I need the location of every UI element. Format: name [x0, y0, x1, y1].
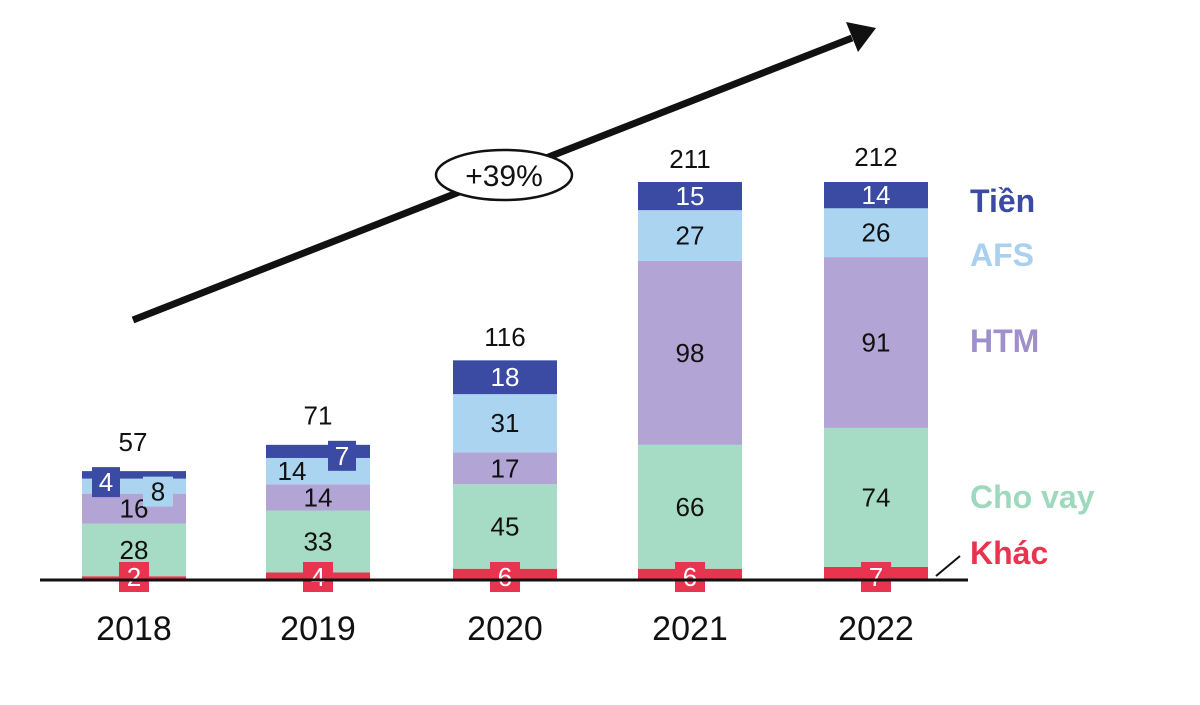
value-label-afs-2021: 27	[676, 221, 705, 251]
value-label-tien-2020: 18	[491, 362, 520, 392]
value-label-afs-2020: 31	[491, 408, 520, 438]
badge-afs-2018	[143, 476, 173, 507]
value-label-tien-2018: 4	[99, 467, 113, 497]
bar-segment-tien-2022	[824, 182, 928, 209]
badge-khac-2019	[303, 562, 333, 592]
bar-segment-afs-2020	[453, 394, 557, 453]
badge-khac-2021	[675, 562, 705, 592]
x-axis-tick-labels: 2018 2019 2020 2021 2022	[96, 610, 914, 648]
x-tick-label-2018: 2018	[96, 610, 172, 648]
badge-khac-2020	[490, 562, 520, 592]
bar-segment-htm-2020	[453, 452, 557, 485]
value-label-tien-2022: 14	[862, 180, 891, 210]
value-label-khac-2022: 7	[869, 562, 883, 592]
bar-segment-tien-2020	[453, 360, 557, 395]
bar-segment-afs-2022	[824, 208, 928, 258]
total-label-2020: 116	[484, 322, 525, 352]
total-label-2021: 211	[669, 144, 710, 174]
bar-segment-tien-2021	[638, 182, 742, 211]
legend-item-afs: AFS	[970, 237, 1034, 273]
value-label-htm-2021: 98	[676, 338, 705, 368]
badge-khac-2018	[119, 562, 149, 592]
legend-leader-line	[935, 555, 961, 577]
bar-segment-htm-2022	[824, 257, 928, 428]
bar-segment-htm-2021	[638, 260, 742, 445]
cagr-label: +39%	[465, 160, 543, 193]
growth-trend: +39%	[131, 22, 876, 324]
bar-segment-afs-2021	[638, 210, 742, 261]
bar-segment-cho-vay-2021	[638, 444, 742, 569]
value-label-afs-2018: 8	[151, 477, 165, 507]
bar-segment-htm-2019	[266, 484, 370, 511]
value-label-afs-2019: 14	[278, 456, 307, 486]
value-label-afs-2022: 26	[862, 218, 891, 248]
legend-item-cho-vay: Cho vay	[970, 479, 1095, 515]
total-label-2022: 212	[854, 142, 897, 172]
total-label-2019: 71	[304, 401, 333, 431]
labels-layer: 2281684574331414771645173118116666982715…	[92, 142, 898, 592]
legend-item-khac: Khác	[970, 535, 1048, 571]
legend-item-tien: Tiền	[970, 183, 1035, 219]
bar-segment-cho-vay-2020	[453, 484, 557, 569]
value-label-tien-2021: 15	[676, 181, 705, 211]
value-label-khac-2020: 6	[498, 562, 512, 592]
bar-segment-cho-vay-2022	[824, 427, 928, 567]
cagr-ellipse	[434, 148, 574, 202]
value-label-cho-vay-2022: 74	[862, 482, 891, 512]
badge-tien-2019	[328, 440, 356, 471]
total-label-2018: 57	[119, 427, 148, 457]
value-label-htm-2022: 91	[862, 328, 891, 358]
legend: Tiền AFS HTM Cho vay Khác	[935, 183, 1095, 577]
trend-arrow-head	[846, 22, 876, 52]
value-label-cho-vay-2019: 33	[304, 527, 333, 557]
value-label-cho-vay-2020: 45	[491, 511, 520, 541]
value-label-khac-2018: 2	[127, 562, 141, 592]
bars-layer	[82, 182, 928, 580]
value-label-htm-2020: 17	[491, 453, 520, 483]
x-tick-label-2020: 2020	[467, 610, 543, 648]
value-label-khac-2021: 6	[683, 562, 697, 592]
x-tick-label-2019: 2019	[280, 610, 356, 648]
value-label-cho-vay-2021: 66	[676, 492, 705, 522]
value-label-khac-2019: 4	[311, 562, 325, 592]
x-tick-label-2021: 2021	[652, 610, 728, 648]
x-tick-label-2022: 2022	[838, 610, 914, 648]
value-label-tien-2019: 7	[335, 441, 349, 471]
badge-khac-2022	[861, 562, 891, 592]
legend-item-htm: HTM	[970, 323, 1039, 359]
value-label-cho-vay-2018: 28	[120, 535, 149, 565]
bar-segment-tien-2018	[82, 471, 186, 479]
badge-tien-2018	[92, 467, 120, 498]
value-label-htm-2019: 14	[304, 482, 333, 512]
